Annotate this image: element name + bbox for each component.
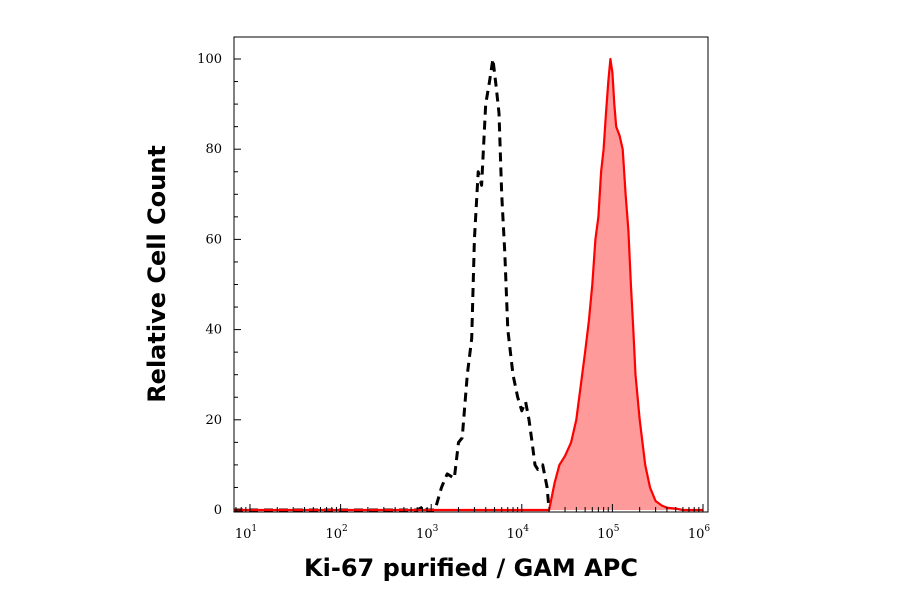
y-axis: 0 20 40 60 80 100 <box>197 52 241 518</box>
x-tick-label: 103 <box>416 524 439 542</box>
y-tick-label: 100 <box>197 52 222 67</box>
x-tick-label: 106 <box>688 524 711 542</box>
x-tick-label: 105 <box>597 524 620 542</box>
plot-frame <box>233 36 709 513</box>
y-tick-label: 60 <box>205 232 222 247</box>
x-tick-label: 101 <box>235 524 257 542</box>
series-2-area <box>234 59 703 510</box>
y-axis-title: Relative Cell Count <box>143 145 171 403</box>
y-tick-label: 80 <box>205 142 222 157</box>
y-tick-label: 20 <box>205 413 222 428</box>
x-tick-label: 104 <box>507 524 530 542</box>
y-tick-label: 40 <box>205 323 222 338</box>
series-2-line <box>234 57 703 512</box>
x-tick-label: 102 <box>325 524 347 542</box>
y-tick-label: 0 <box>214 503 222 518</box>
series-layer <box>234 57 703 512</box>
series-1-line <box>234 57 551 512</box>
x-axis-title: Ki-67 purified / GAM APC <box>304 554 638 582</box>
